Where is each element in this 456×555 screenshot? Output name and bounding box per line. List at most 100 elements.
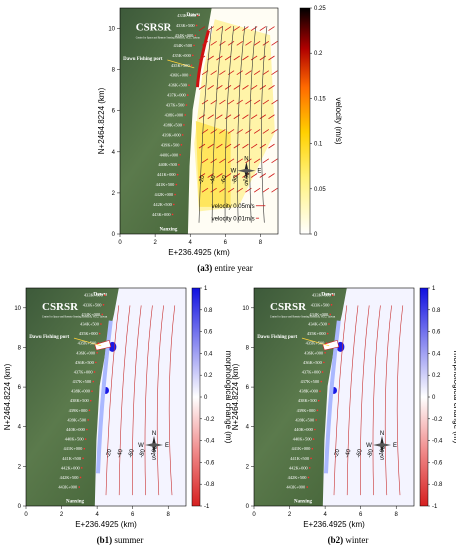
station-label: 437K+500: [300, 379, 320, 384]
depth-contour: [105, 305, 120, 496]
velocity-arrow: [233, 26, 240, 31]
colorbar-tick-label: 0.15: [314, 96, 326, 102]
compass-needle-ew: [237, 168, 256, 173]
station-label: 439K+500: [161, 142, 180, 147]
velocity-arrow: [268, 85, 275, 90]
station-marker: [80, 467, 83, 469]
port-label: Dawu Fishing port: [257, 335, 297, 340]
velocity-arrow: [271, 70, 278, 76]
station-label: 440K+000: [294, 427, 314, 432]
velocity-arrow: [201, 40, 209, 46]
station-marker: [319, 390, 321, 392]
colorbar-tick-label: -0.8: [432, 482, 443, 488]
velocity-arrow: [250, 114, 258, 120]
station-marker: [180, 144, 183, 146]
depth-contour: [346, 305, 359, 496]
compass-s: S: [380, 456, 384, 462]
station-label: 434K+000: [81, 312, 101, 317]
velocity-arrow: [262, 187, 270, 193]
x-tick-label: 8: [167, 512, 171, 518]
velocity-arrow: [216, 26, 223, 31]
station-marker: [98, 332, 101, 335]
plot-frame: [25, 287, 187, 507]
velocity-arrow: [268, 173, 275, 178]
compass-s: S: [244, 182, 248, 188]
station-label: 433K+000: [312, 293, 332, 298]
velocity-arrow: [219, 40, 226, 46]
colorbar-tick-label: 0.8: [432, 308, 441, 314]
station-marker: [323, 361, 325, 364]
legend-velocity-2: velocity 0.01m/s: [212, 216, 255, 222]
y-tick-label: 10: [14, 306, 21, 312]
station-label: 437K+500: [166, 103, 185, 108]
plot-frame: [119, 7, 279, 235]
bathymetry-contours: [105, 305, 176, 496]
velocity-arrow: [219, 70, 226, 76]
station-label: 439K+000: [297, 408, 317, 413]
velocity-vectors: [198, 26, 278, 193]
velocity-arrow: [268, 26, 275, 31]
station-marker: [78, 486, 80, 488]
velocity-arrow: [207, 143, 214, 149]
colorbar-tick-label: -0.6: [204, 460, 215, 466]
x-axis-label: E+236.4925 (km): [168, 248, 230, 257]
station-marker: [176, 173, 179, 176]
station-marker: [315, 419, 317, 421]
plot-frame: [253, 287, 415, 507]
station-label: 436K+000: [304, 350, 324, 355]
velocity-arrow: [201, 158, 209, 164]
velocity-arrow: [227, 158, 235, 164]
compass-needle-ew: [145, 442, 163, 447]
station-label: 435K+000: [79, 331, 99, 336]
station-label: 434K+500: [173, 43, 192, 48]
x-tick-label: 2: [153, 240, 157, 246]
station-marker: [92, 380, 95, 383]
station-label: 441K+000: [157, 172, 176, 177]
colorbar-tick-label: 1: [432, 286, 436, 292]
y-tick-label: 8: [18, 345, 22, 351]
station-label: 436K+000: [170, 73, 189, 78]
velocity-arrow: [242, 143, 249, 149]
caption-b2-id: (b2): [327, 535, 344, 545]
velocity-arrow: [219, 158, 226, 164]
x-tick-label: 0: [24, 512, 28, 518]
depth-contour: [333, 305, 348, 496]
velocity-arrow: [271, 158, 278, 164]
x-tick-label: 0: [118, 240, 122, 246]
station-label: 437K+000: [167, 93, 186, 98]
station-marker: [311, 447, 314, 450]
station-marker: [324, 351, 326, 354]
colorbar-tick-label: 0.4: [204, 351, 213, 357]
station-marker: [184, 114, 186, 116]
station-marker: [317, 399, 320, 402]
station-label: 441K+000: [291, 446, 311, 451]
velocity-arrow: [250, 173, 258, 178]
place-dawu: Dawu: [321, 292, 335, 298]
place-nanxing: Nanxing: [66, 500, 85, 505]
station-label: 438K+000: [165, 112, 184, 117]
colorbar-tick-label: 0.8: [204, 308, 213, 314]
depth-contour: [211, 26, 223, 223]
bathymetry-contours: [333, 305, 404, 496]
port-structure: [322, 339, 340, 351]
station-marker: [178, 163, 180, 166]
velocity-arrow: [198, 173, 206, 178]
panel-b1: -20 -40 -60 -80 -100 CSRSR Center for Space an…: [0, 282, 233, 550]
y-tick-label: 4: [246, 425, 250, 431]
station-marker: [186, 94, 189, 96]
velocity-arrow: [233, 143, 240, 149]
velocity-arrow: [219, 129, 226, 134]
velocity-arrow: [216, 173, 223, 178]
depth-contour: [168, 305, 176, 496]
depth-contour: [372, 305, 381, 496]
station-label: 433K+500: [311, 302, 331, 307]
station-label: 438K+500: [298, 398, 318, 403]
compass-e: E: [165, 443, 169, 449]
org-sublabel: Center for Space and Remote Sensing Rese…: [136, 37, 201, 40]
depth-contour: [224, 26, 235, 223]
place-dawu: Dawu: [186, 12, 200, 18]
station-label: 437K+000: [74, 369, 94, 374]
x-tick-label: 0: [252, 512, 256, 518]
